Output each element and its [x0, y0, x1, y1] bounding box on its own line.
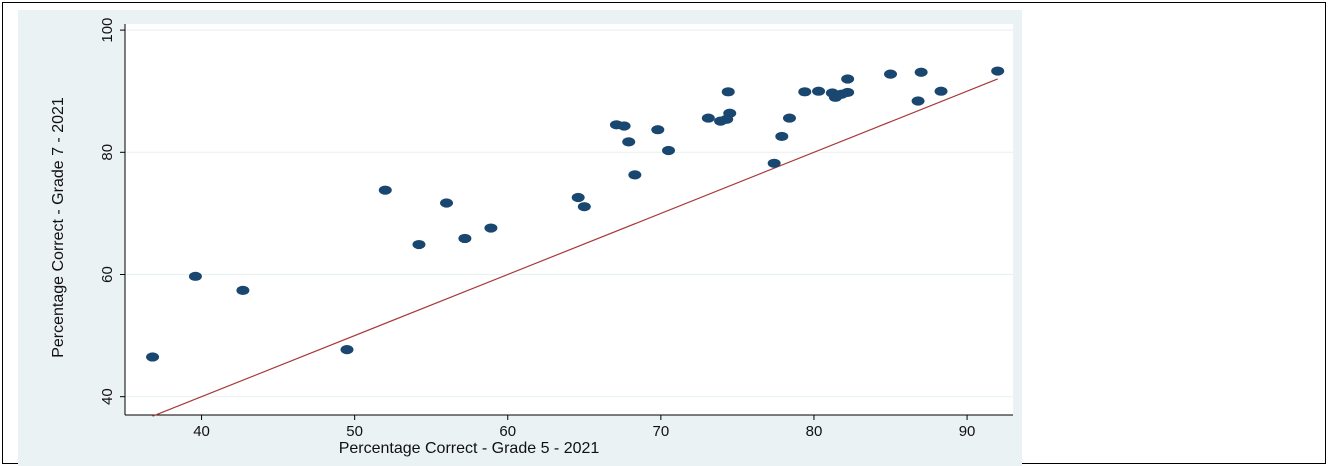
data-point: [911, 96, 925, 106]
x-tick-label: 60: [499, 423, 516, 440]
data-point: [651, 125, 665, 135]
data-point: [701, 113, 715, 123]
y-axis-ticks: 40 60 80 100: [99, 18, 125, 405]
data-point: [767, 158, 781, 168]
data-point: [617, 121, 631, 131]
data-point: [340, 345, 354, 355]
chart-background: 40 50 60 70 80 90 40 60 80 100 Percentage Correc…: [18, 10, 1022, 466]
data-point: [775, 131, 789, 142]
gridlines: [125, 29, 1013, 398]
data-point: [236, 285, 250, 295]
data-point: [484, 223, 498, 233]
data-point: [571, 192, 585, 203]
x-tick-label: 80: [806, 423, 823, 440]
data-point: [723, 108, 737, 118]
data-point: [884, 69, 898, 79]
data-point: [798, 87, 812, 97]
data-point: [782, 113, 796, 123]
y-axis-title: Percentage Correct - Grade 7 - 2021: [50, 97, 67, 358]
x-axis-ticks: 40 50 60 70 80 90: [193, 415, 975, 440]
x-tick-label: 90: [959, 423, 976, 440]
data-point: [628, 170, 642, 180]
data-point: [577, 202, 591, 212]
data-point: [412, 239, 426, 250]
x-tick-label: 40: [193, 423, 210, 440]
data-point: [458, 233, 472, 244]
data-point: [440, 198, 454, 208]
data-point: [914, 67, 928, 77]
reference-line: [152, 78, 998, 417]
data-point: [662, 145, 676, 156]
data-points: [146, 66, 1005, 362]
data-point: [622, 137, 636, 147]
y-tick-label: 60: [99, 266, 116, 283]
data-point: [991, 66, 1005, 76]
data-point: [188, 271, 202, 281]
x-tick-label: 50: [346, 423, 363, 440]
data-point: [721, 87, 735, 97]
data-point: [378, 185, 392, 195]
y-tick-label: 40: [99, 388, 116, 405]
plot-area: [125, 24, 1013, 415]
y-tick-label: 100: [99, 18, 116, 43]
data-point: [146, 352, 160, 362]
x-tick-label: 70: [653, 423, 670, 440]
data-point: [841, 74, 855, 84]
data-point: [841, 87, 855, 98]
data-point: [812, 86, 826, 96]
data-point: [934, 86, 948, 96]
x-axis-title: Percentage Correct - Grade 5 - 2021: [339, 440, 600, 457]
y-tick-label: 80: [99, 144, 116, 161]
scatter-chart: 40 50 60 70 80 90 40 60 80 100 Percentage Correc…: [50, 18, 1013, 457]
